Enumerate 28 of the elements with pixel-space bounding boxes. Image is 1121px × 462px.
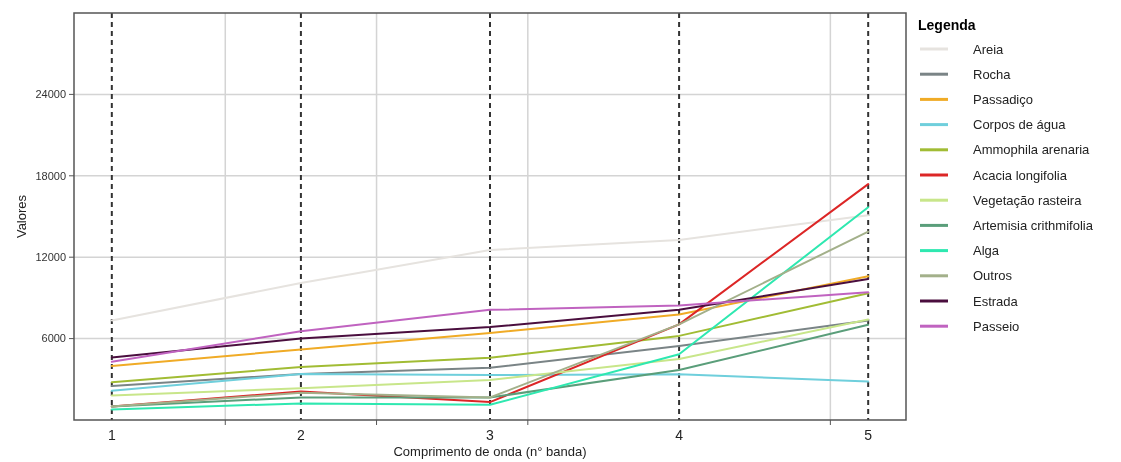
legend-label: Areia: [973, 41, 1005, 57]
legend-label: Artemisia crithmifolia: [973, 217, 1094, 233]
ref-line-label: 2: [297, 427, 306, 443]
legend-label: Estrada: [973, 293, 1019, 309]
y-axis-title: Valores: [14, 194, 29, 239]
line-series: [110, 291, 870, 363]
legend-label: Passadiço: [973, 91, 1033, 107]
legend-label: Ammophila arenaria: [973, 142, 1091, 158]
legend-title: Legenda: [918, 17, 976, 33]
x-axis-title: Comprimento de onda (n° banda): [393, 444, 587, 459]
ref-line-label: 4: [675, 427, 684, 443]
legend-label: Corpos de água: [973, 117, 1067, 133]
line-series: [110, 292, 870, 384]
y-tick-label: 18000: [35, 169, 66, 182]
y-tick-label: 12000: [35, 251, 66, 264]
line-series: [110, 214, 870, 322]
ref-line-label: 3: [486, 427, 495, 443]
legend-label: Rocha: [973, 66, 1012, 82]
line-series: [110, 373, 870, 392]
legend-label: Acacia longifolia: [973, 167, 1068, 183]
legend-label: Vegetação rasteira: [973, 192, 1083, 208]
legend-label: Outros: [973, 268, 1013, 284]
ref-line-label: 1: [107, 427, 116, 443]
y-tick-label: 6000: [41, 332, 66, 345]
ref-line-label: 5: [864, 427, 873, 443]
legend-label: Alga: [973, 243, 1000, 259]
y-tick-label: 24000: [35, 88, 66, 101]
legend-label: Passeio: [973, 318, 1020, 334]
